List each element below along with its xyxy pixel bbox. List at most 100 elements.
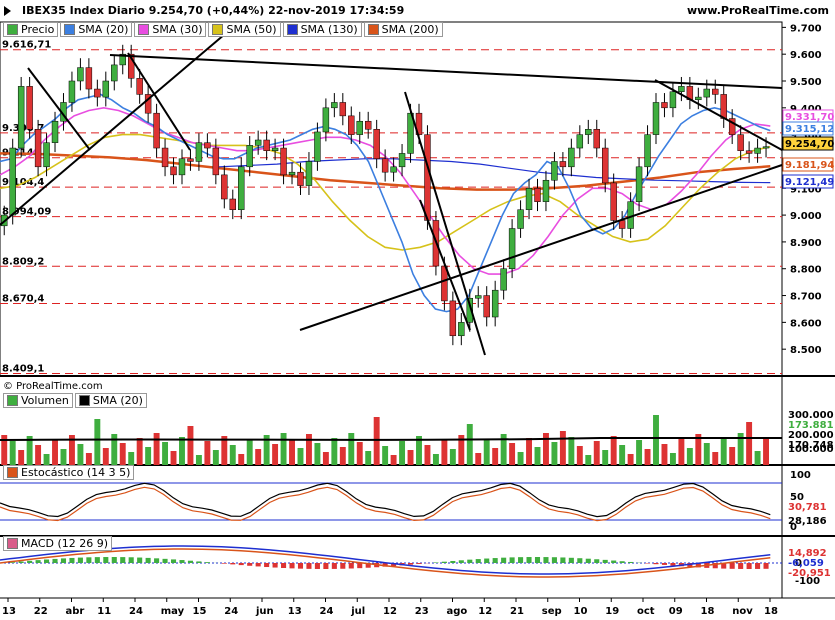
price-legend-item[interactable]: Precio (3, 22, 59, 37)
chart-header: IBEX35 Index Diario 9.254,70 (+0,44%) 22… (0, 0, 835, 22)
last-value-label: 9.315,12 (785, 124, 834, 135)
candle-body (77, 67, 84, 82)
macd-histogram-bar (348, 563, 354, 569)
candle-body (94, 88, 101, 98)
macd-histogram-bar (534, 557, 541, 563)
macd-histogram-bar (712, 563, 718, 569)
candle-body (491, 289, 499, 318)
macd-histogram-bar (670, 563, 676, 566)
candle-body (669, 91, 677, 109)
volume-bar (145, 447, 152, 465)
macd-histogram-bar (721, 563, 727, 569)
volume-bar (339, 447, 346, 465)
date-tick-label: 22 (34, 606, 48, 617)
candle-body (610, 182, 617, 221)
candle-body (373, 129, 380, 160)
volume-bar (43, 454, 50, 465)
volume-legend-item[interactable]: SMA (20) (74, 393, 147, 408)
volume-bar (60, 449, 67, 465)
volume-bar (373, 417, 380, 465)
macd-histogram-bar (594, 559, 600, 563)
price-legend-item[interactable]: SMA (30) (134, 22, 207, 37)
macd-last-value: 14,892 (788, 548, 827, 559)
macd-histogram-bar (475, 559, 481, 563)
candle-body (221, 174, 228, 200)
macd-histogram-bar (145, 557, 151, 563)
macd-histogram-bar (69, 557, 75, 563)
macd-histogram-bar (746, 563, 752, 569)
candle-body (339, 102, 347, 117)
candle-body (424, 134, 431, 221)
price-legend-item[interactable]: SMA (50) (208, 22, 281, 37)
volume-bar (18, 450, 25, 465)
legend-swatch-icon (7, 538, 18, 549)
macd-histogram-bar (763, 563, 769, 569)
price-legend-item[interactable]: SMA (130) (282, 22, 362, 37)
macd-legend-item[interactable]: MACD (12 26 9) (3, 536, 113, 551)
candle-body (568, 147, 575, 168)
price-tick-label: 8.500 (790, 345, 822, 356)
macd-histogram-bar (297, 563, 304, 569)
macd-histogram-bar (492, 558, 498, 563)
candle-body (238, 166, 245, 210)
date-tick-label: nov (732, 606, 753, 617)
legend-label: SMA (30) (152, 23, 203, 36)
volume-sma-value: 170.748 (788, 440, 834, 451)
volume-bar (686, 448, 693, 465)
volume-bar (272, 444, 279, 465)
volume-bar (483, 439, 490, 465)
candle-body (542, 179, 550, 202)
date-tick-label: jun (255, 606, 274, 617)
volume-bar (754, 451, 761, 465)
date-tick-label: 10 (574, 606, 588, 617)
volume-bar (568, 437, 575, 465)
candle-body (127, 53, 135, 79)
macd-histogram-bar (111, 557, 117, 563)
volume-bar (416, 436, 422, 465)
date-tick-label: 09 (669, 606, 683, 617)
candle-body (331, 102, 338, 109)
volume-bar (407, 450, 414, 465)
date-tick-label: 11 (97, 606, 111, 617)
macd-histogram-bar (458, 560, 464, 563)
candle-body (737, 134, 744, 151)
candle-body (601, 147, 609, 184)
candle-body (762, 146, 770, 149)
candle-body (678, 86, 685, 92)
volume-bar (695, 434, 702, 465)
candle-body (187, 158, 194, 162)
candle-body (398, 153, 406, 168)
collapse-arrow-icon[interactable] (4, 6, 11, 16)
macd-histogram-bar (416, 563, 422, 564)
macd-histogram-bar (281, 563, 287, 568)
candle-body (305, 161, 313, 186)
candle-body (314, 131, 321, 162)
date-tick-label: 12 (478, 606, 492, 617)
volume-bar (458, 435, 465, 465)
price-tick-label: 8.800 (790, 265, 822, 276)
candle-body (483, 295, 490, 318)
volume-bar (119, 443, 126, 465)
stoch-legend-item[interactable]: Estocástico (14 3 5) (3, 465, 135, 480)
price-legend-item[interactable]: SMA (20) (60, 22, 133, 37)
macd-histogram-bar (272, 563, 278, 568)
volume-legend-item[interactable]: Volumen (3, 393, 73, 408)
date-tick-label: jul (350, 606, 365, 617)
price-tick-label: 9.100 (790, 184, 822, 195)
volume-bar (255, 449, 262, 465)
candle-body (111, 64, 118, 82)
macd-signal-line (0, 548, 771, 578)
candle-body (161, 147, 169, 168)
price-tick-label: 9.400 (790, 104, 822, 115)
price-legend-item[interactable]: SMA (200) (363, 22, 443, 37)
macd-histogram-bar (44, 559, 50, 563)
price-tick-label: 8.700 (790, 292, 822, 303)
volume-bar (500, 434, 507, 465)
macd-histogram-bar (331, 563, 337, 569)
candle-body (26, 86, 33, 130)
macd-histogram-bar (10, 562, 16, 563)
volume-bar (509, 443, 516, 465)
candle-body (280, 147, 287, 176)
volume-bar (348, 433, 355, 465)
